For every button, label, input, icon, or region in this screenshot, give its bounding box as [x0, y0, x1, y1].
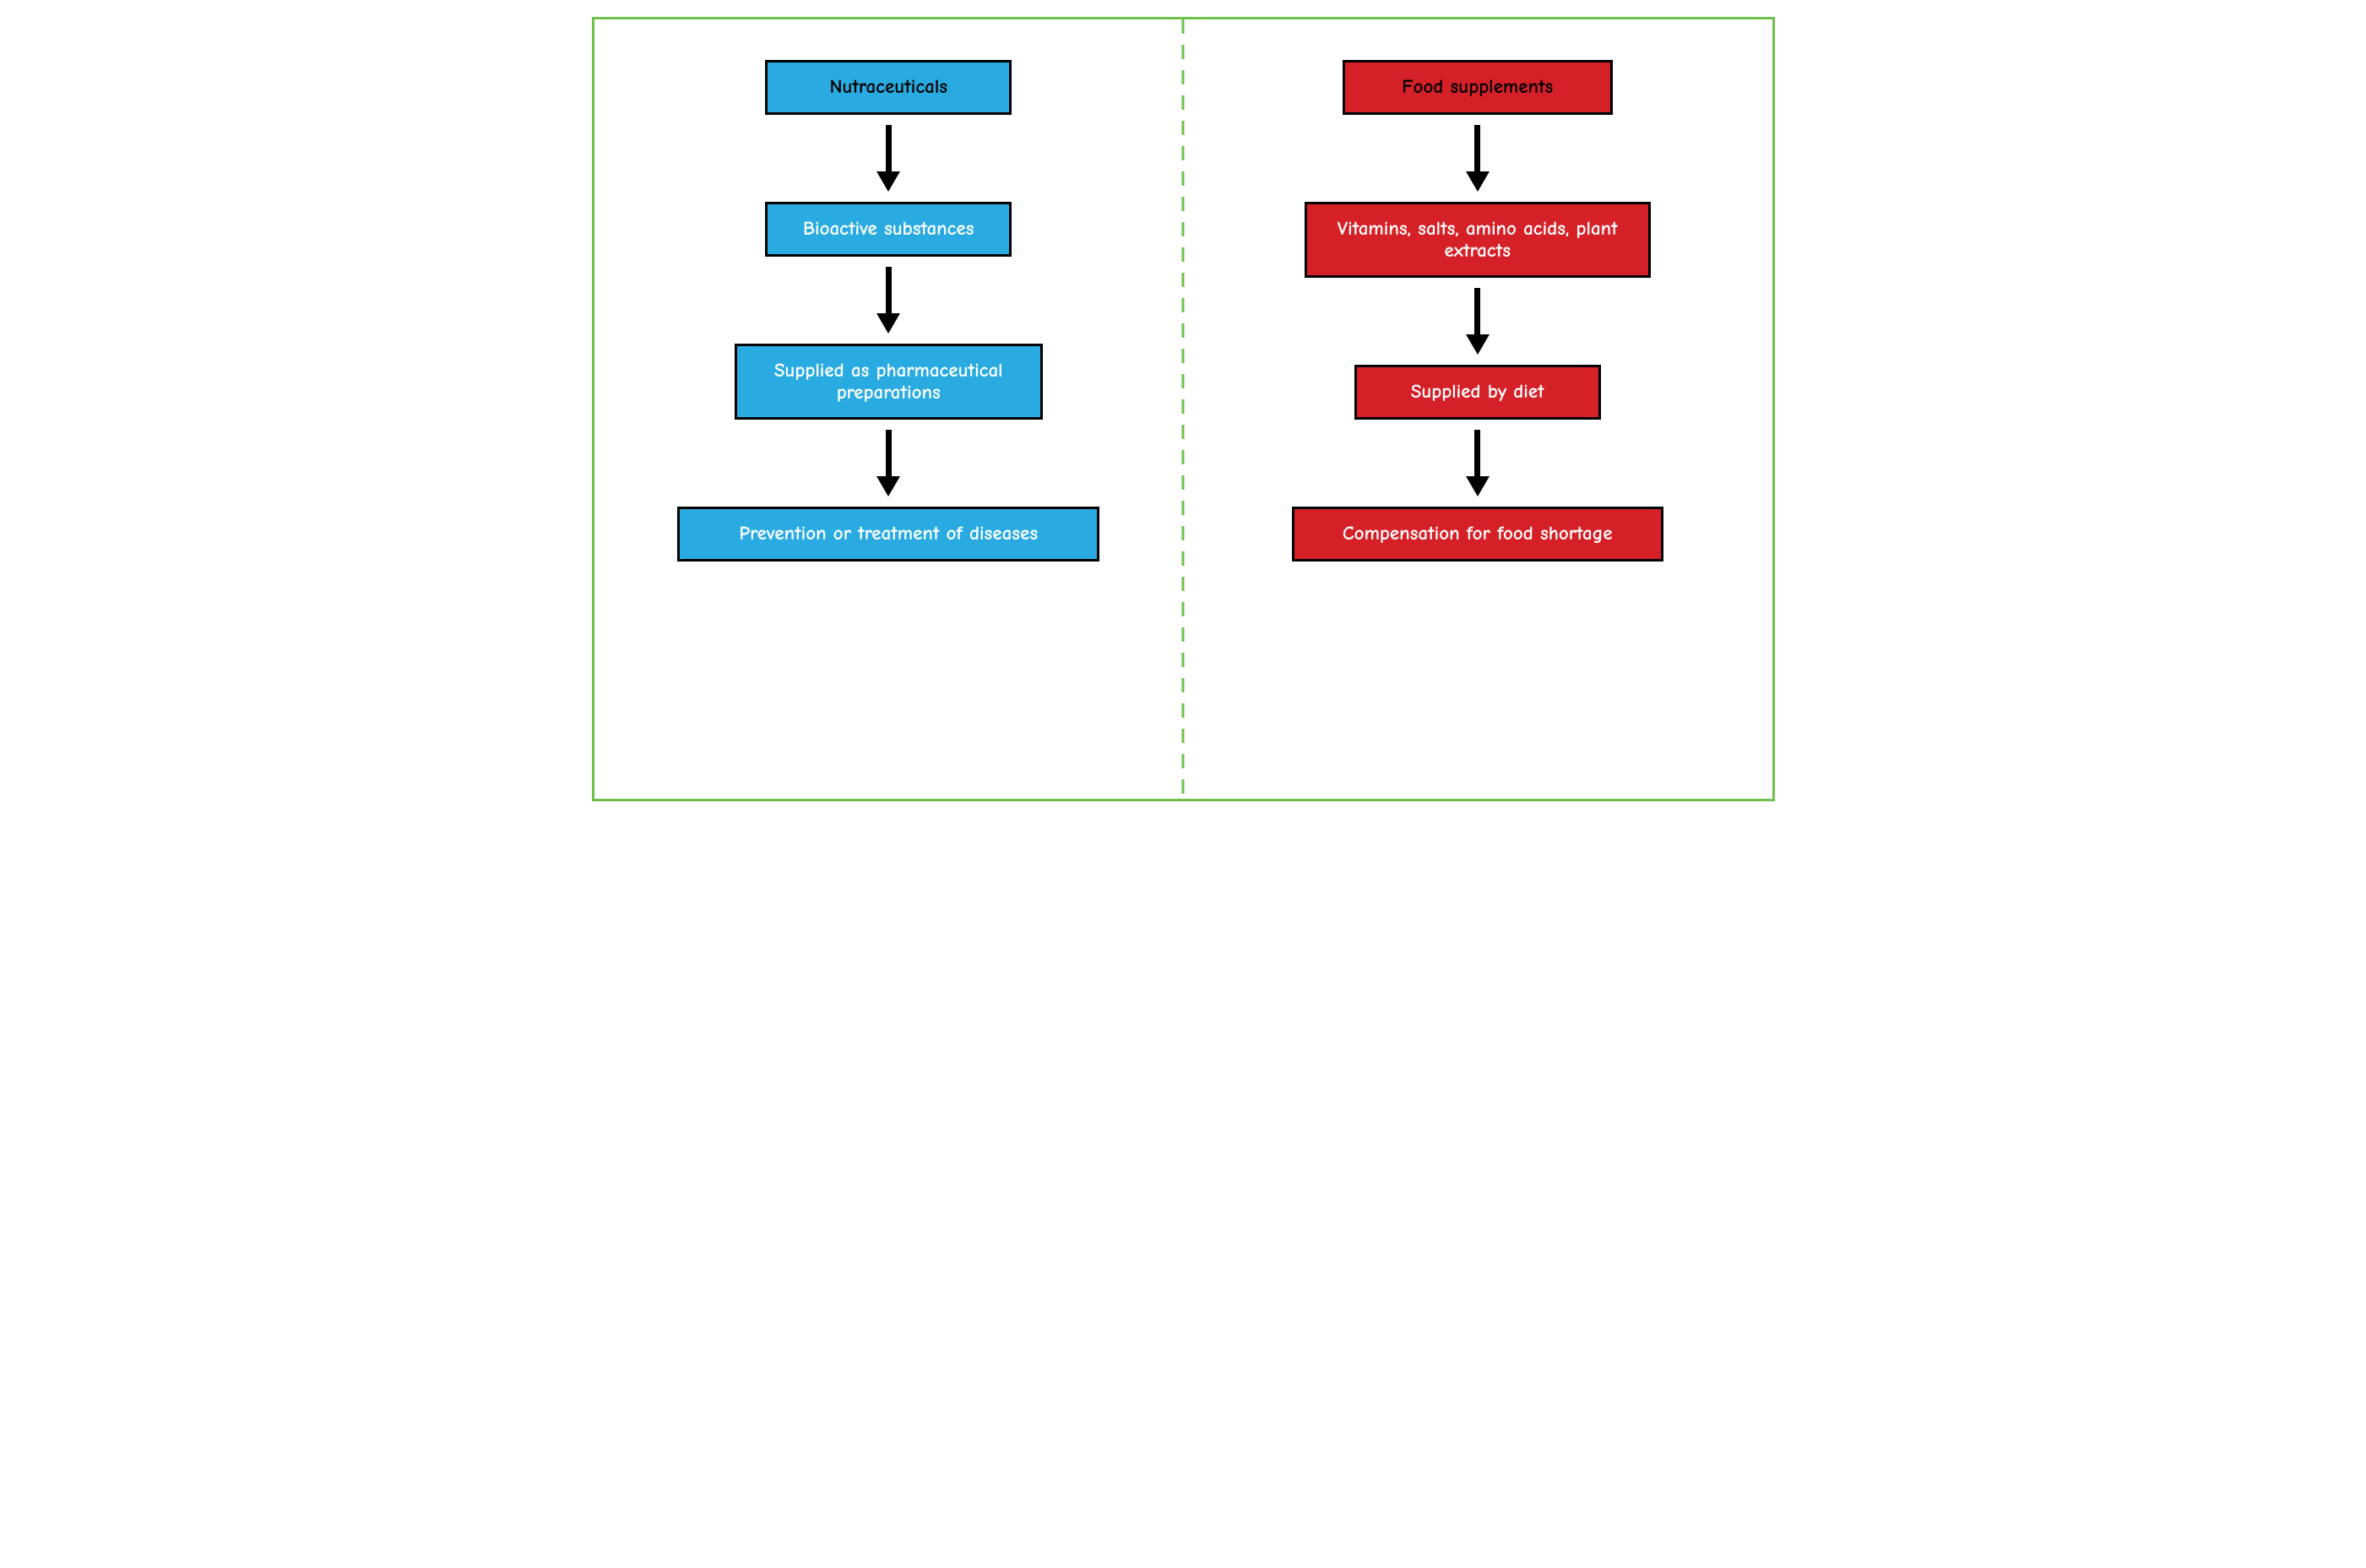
flow-box: Vitamins, salts, amino acids, plant extr… — [1305, 202, 1651, 278]
flow-box: Food supplements — [1343, 60, 1613, 115]
right-column: Food supplements Vitamins, salts, amino a… — [1183, 19, 1772, 799]
flow-box: Compensation for food shortage — [1292, 507, 1663, 562]
arrow-down-icon — [876, 430, 900, 496]
flow-box: Nutraceuticals — [765, 60, 1012, 115]
flow-box: Prevention or treatment of diseases — [677, 507, 1099, 562]
flow-box: Bioactive substances — [765, 202, 1012, 257]
flow-box: Supplied as pharmaceutical preparations — [735, 344, 1043, 420]
arrow-down-icon — [1466, 430, 1490, 496]
arrow-down-icon — [876, 125, 900, 192]
flow-box: Supplied by diet — [1354, 365, 1601, 420]
left-column: Nutraceuticals Bioactive substances Suppli… — [594, 19, 1184, 799]
arrow-down-icon — [1466, 288, 1490, 355]
diagram-frame: Nutraceuticals Bioactive substances Suppli… — [592, 17, 1775, 801]
arrow-down-icon — [876, 267, 900, 334]
arrow-down-icon — [1466, 125, 1490, 192]
